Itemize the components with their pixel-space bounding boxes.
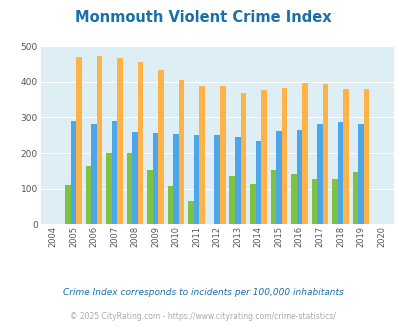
Bar — [138, 62, 143, 224]
Bar — [331, 179, 337, 224]
Bar — [260, 90, 266, 224]
Bar — [229, 176, 234, 224]
Bar — [249, 184, 255, 224]
Bar — [106, 153, 111, 224]
Legend: Monmouth, Oregon, National: Monmouth, Oregon, National — [87, 328, 346, 330]
Bar — [342, 89, 348, 224]
Bar — [179, 80, 184, 224]
Bar — [281, 88, 286, 224]
Bar — [255, 141, 260, 224]
Bar — [234, 137, 240, 224]
Bar — [337, 122, 342, 224]
Bar — [76, 57, 81, 224]
Bar — [173, 134, 179, 224]
Bar — [322, 84, 327, 224]
Bar — [188, 201, 194, 224]
Bar — [214, 135, 220, 224]
Bar — [91, 124, 96, 224]
Bar — [158, 70, 164, 224]
Bar — [275, 131, 281, 224]
Bar — [167, 186, 173, 224]
Bar — [220, 86, 225, 224]
Bar — [96, 56, 102, 224]
Bar — [147, 170, 152, 224]
Text: Monmouth Violent Crime Index: Monmouth Violent Crime Index — [75, 10, 330, 25]
Bar — [270, 170, 275, 224]
Bar — [194, 135, 199, 224]
Bar — [65, 185, 70, 224]
Bar — [240, 93, 245, 224]
Bar — [316, 123, 322, 224]
Bar — [290, 174, 296, 224]
Bar — [301, 82, 307, 224]
Text: © 2025 CityRating.com - https://www.cityrating.com/crime-statistics/: © 2025 CityRating.com - https://www.city… — [70, 312, 335, 321]
Bar — [199, 86, 205, 224]
Bar — [111, 121, 117, 224]
Bar — [117, 58, 123, 224]
Bar — [311, 179, 316, 224]
Bar — [85, 166, 91, 224]
Bar — [152, 133, 158, 224]
Bar — [126, 153, 132, 224]
Bar — [132, 132, 138, 224]
Bar — [70, 121, 76, 224]
Text: Crime Index corresponds to incidents per 100,000 inhabitants: Crime Index corresponds to incidents per… — [62, 287, 343, 297]
Bar — [352, 172, 357, 224]
Bar — [363, 89, 369, 224]
Bar — [357, 123, 363, 224]
Bar — [296, 130, 301, 224]
